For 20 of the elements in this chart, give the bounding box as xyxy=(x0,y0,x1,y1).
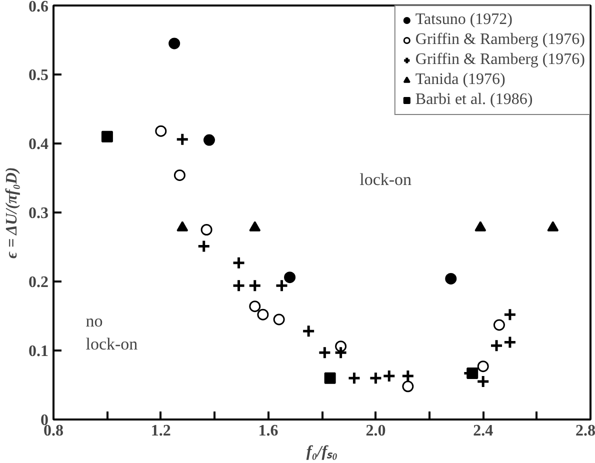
annotation: lock-on xyxy=(360,170,412,189)
legend-label: Tatsuno (1972) xyxy=(415,11,512,29)
y-tick-label: 0.1 xyxy=(28,343,48,360)
x-axis-title: f₀/fₛ₀ xyxy=(306,444,338,460)
legend-label: Tanida (1976) xyxy=(415,71,506,89)
x-tick-label: 2.0 xyxy=(366,422,386,440)
y-tick-label: 0.3 xyxy=(28,205,48,222)
x-tick-label: 2.4 xyxy=(473,422,494,440)
annotation: no lock-on xyxy=(86,312,138,354)
y-tick-label: 0.6 xyxy=(28,0,48,16)
x-tick-label: 1.6 xyxy=(258,422,278,440)
y-tick-label: 0.2 xyxy=(28,274,48,291)
x-tick-label: 2.8 xyxy=(576,422,595,440)
x-tick-label: 1.2 xyxy=(150,422,171,440)
y-tick-label: 0.5 xyxy=(28,67,48,84)
legend-label: Griffin & Ramberg (1976) xyxy=(415,51,585,69)
legend-label: Griffin & Ramberg (1976) xyxy=(415,31,585,49)
y-tick-label: 0.4 xyxy=(28,136,48,153)
y-axis-title: ϵ = ΔU/(πf₀D) xyxy=(4,167,20,258)
legend-label: Barbi et al. (1986) xyxy=(415,91,533,109)
